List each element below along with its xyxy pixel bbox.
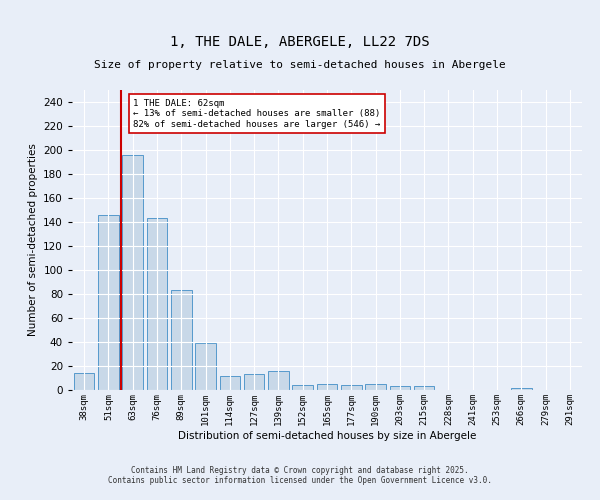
Bar bbox=[365, 384, 386, 390]
Bar bbox=[171, 290, 191, 390]
Bar bbox=[146, 218, 167, 390]
Bar bbox=[317, 384, 337, 390]
Bar bbox=[74, 373, 94, 390]
Bar bbox=[268, 371, 289, 390]
Bar bbox=[511, 388, 532, 390]
Bar bbox=[220, 376, 240, 390]
Bar bbox=[122, 155, 143, 390]
Bar bbox=[98, 215, 119, 390]
Bar bbox=[244, 374, 265, 390]
Bar bbox=[292, 385, 313, 390]
Bar bbox=[195, 343, 216, 390]
X-axis label: Distribution of semi-detached houses by size in Abergele: Distribution of semi-detached houses by … bbox=[178, 430, 476, 440]
Y-axis label: Number of semi-detached properties: Number of semi-detached properties bbox=[28, 144, 38, 336]
Text: 1 THE DALE: 62sqm
← 13% of semi-detached houses are smaller (88)
82% of semi-det: 1 THE DALE: 62sqm ← 13% of semi-detached… bbox=[133, 99, 380, 129]
Bar bbox=[341, 385, 362, 390]
Text: Contains HM Land Registry data © Crown copyright and database right 2025.
Contai: Contains HM Land Registry data © Crown c… bbox=[108, 466, 492, 485]
Bar bbox=[414, 386, 434, 390]
Bar bbox=[389, 386, 410, 390]
Text: Size of property relative to semi-detached houses in Abergele: Size of property relative to semi-detach… bbox=[94, 60, 506, 70]
Text: 1, THE DALE, ABERGELE, LL22 7DS: 1, THE DALE, ABERGELE, LL22 7DS bbox=[170, 35, 430, 49]
